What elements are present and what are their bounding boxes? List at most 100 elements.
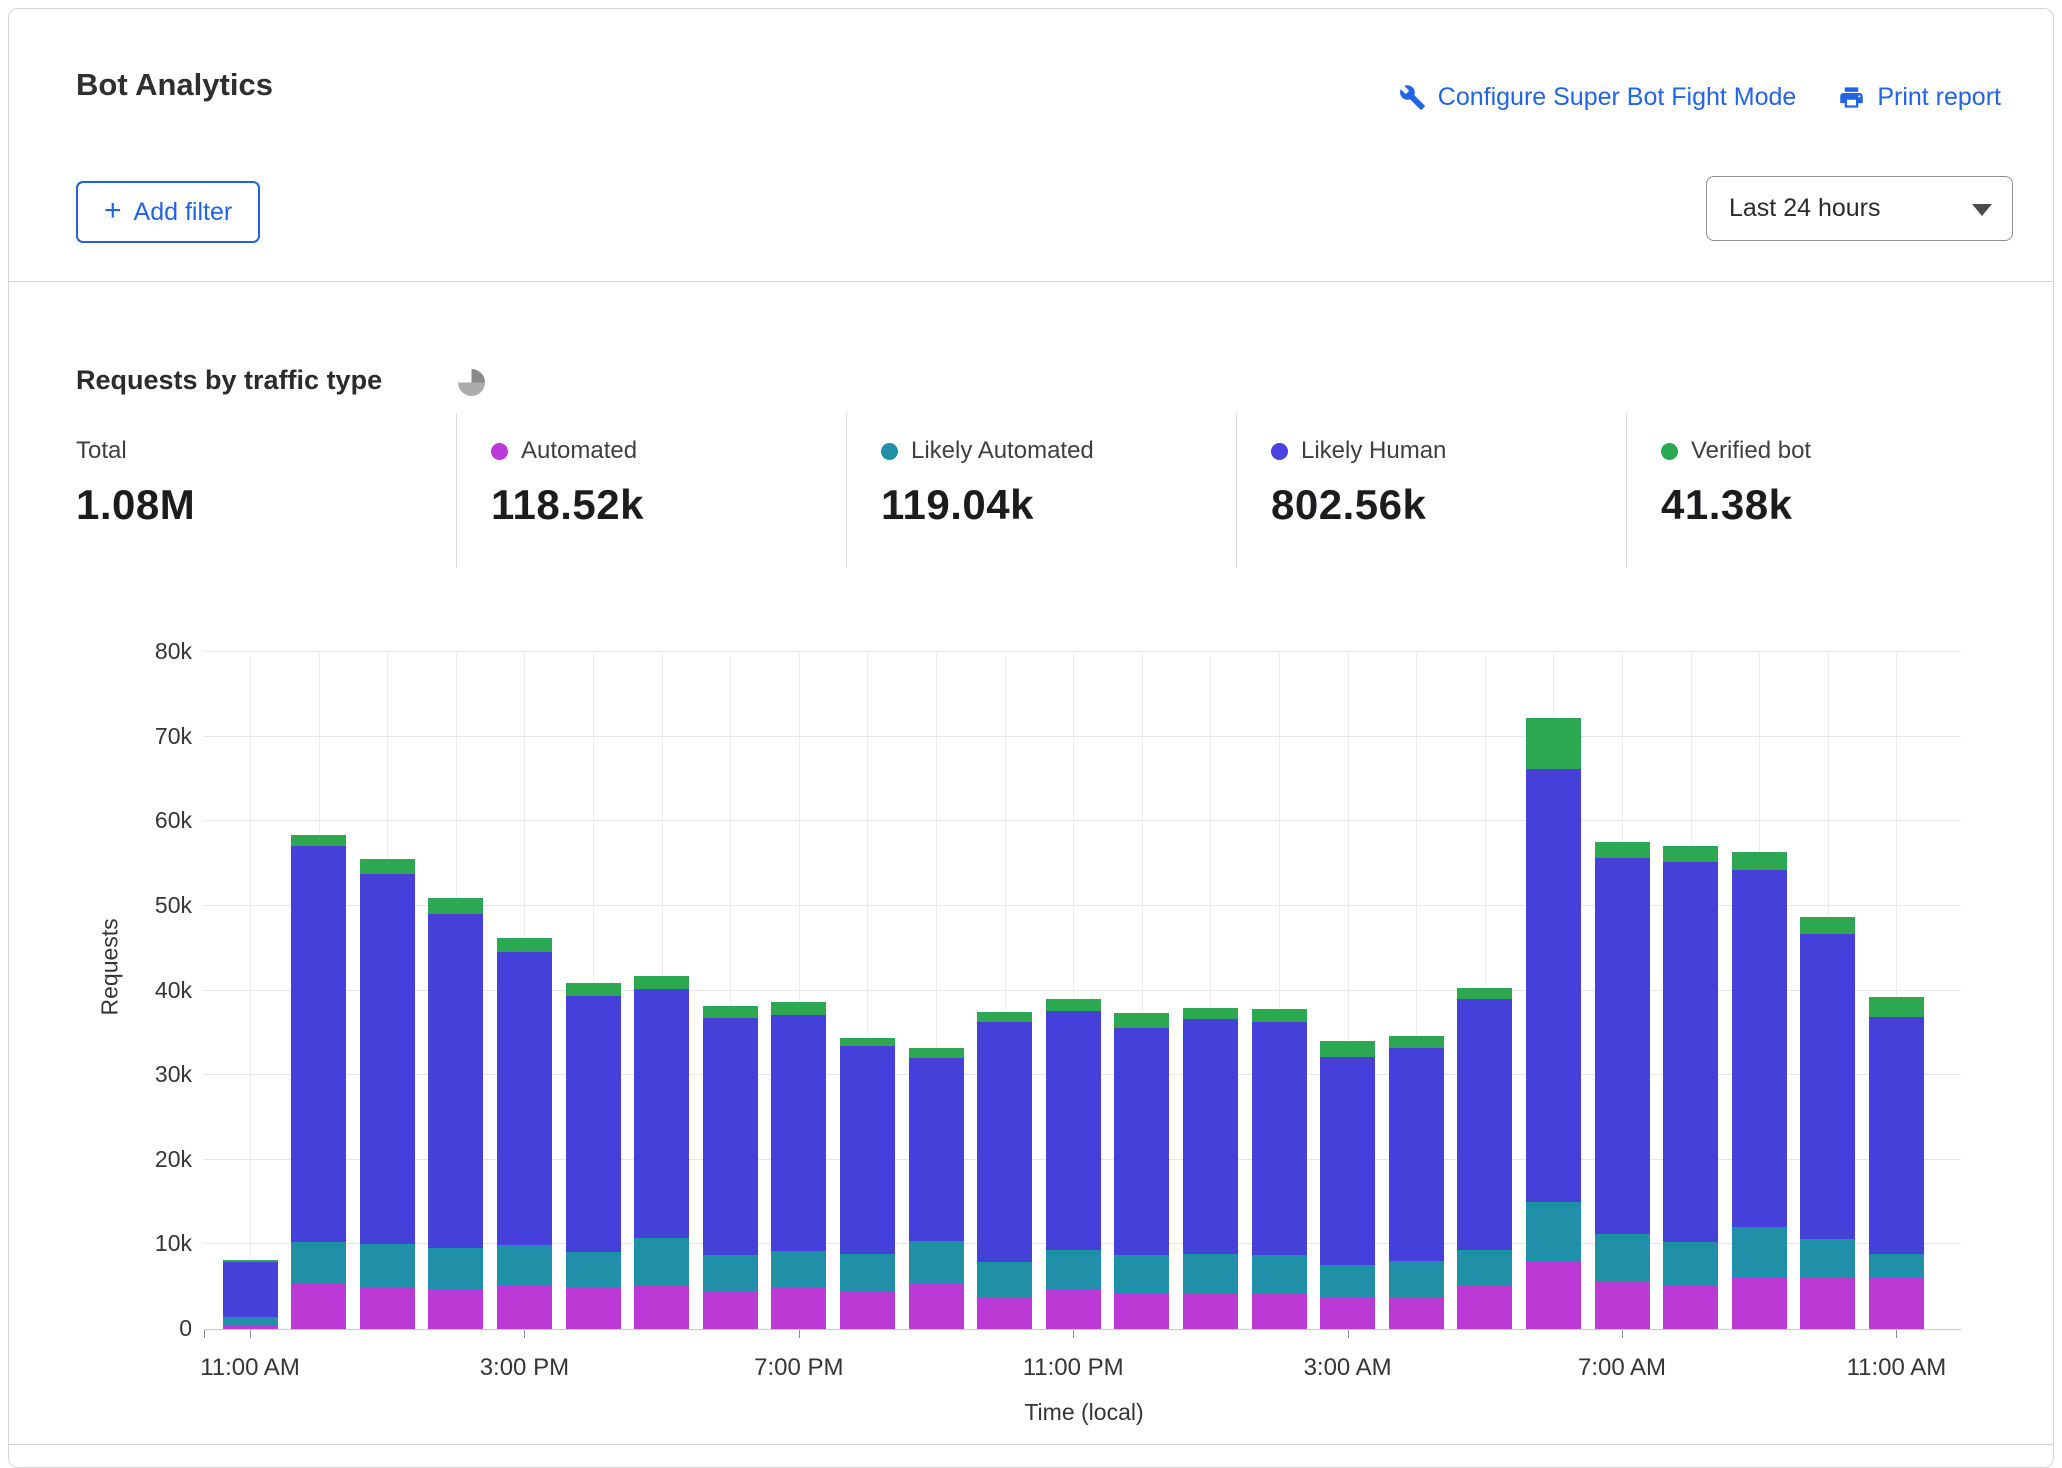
bar-segment-automated[interactable] bbox=[1114, 1293, 1169, 1329]
stat-likely-automated[interactable]: Likely Automated 119.04k bbox=[881, 437, 1251, 529]
bar-segment-automated[interactable] bbox=[1595, 1282, 1650, 1329]
bar-segment-verified-bot[interactable] bbox=[360, 859, 415, 873]
bar-segment-automated[interactable] bbox=[1389, 1298, 1444, 1329]
bar-segment-verified-bot[interactable] bbox=[977, 1012, 1032, 1022]
bar-segment-likely-automated[interactable] bbox=[703, 1255, 758, 1291]
bar-segment-likely-human[interactable] bbox=[428, 914, 483, 1247]
bar-segment-likely-human[interactable] bbox=[977, 1022, 1032, 1262]
bar-segment-automated[interactable] bbox=[1183, 1294, 1238, 1329]
bar-segment-likely-human[interactable] bbox=[1526, 769, 1581, 1202]
bar-segment-likely-human[interactable] bbox=[291, 846, 346, 1242]
bar-segment-verified-bot[interactable] bbox=[566, 983, 621, 996]
bar-segment-likely-human[interactable] bbox=[497, 952, 552, 1246]
bar-segment-automated[interactable] bbox=[1046, 1289, 1101, 1329]
bar-segment-automated[interactable] bbox=[703, 1291, 758, 1329]
bar-segment-verified-bot[interactable] bbox=[634, 976, 689, 989]
bar-segment-likely-automated[interactable] bbox=[1389, 1261, 1444, 1297]
bar-segment-likely-automated[interactable] bbox=[977, 1262, 1032, 1298]
bar-segment-verified-bot[interactable] bbox=[1595, 842, 1650, 858]
configure-super-bot-fight-mode-link[interactable]: Configure Super Bot Fight Mode bbox=[1399, 83, 1797, 112]
bar-segment-verified-bot[interactable] bbox=[1389, 1036, 1444, 1048]
bar-segment-verified-bot[interactable] bbox=[1320, 1041, 1375, 1057]
print-report-link[interactable]: Print report bbox=[1838, 83, 2001, 112]
bar-segment-likely-automated[interactable] bbox=[771, 1251, 826, 1287]
bar-segment-likely-automated[interactable] bbox=[1252, 1255, 1307, 1293]
bar-segment-likely-human[interactable] bbox=[1389, 1048, 1444, 1261]
bar-segment-verified-bot[interactable] bbox=[1457, 988, 1512, 999]
bar-segment-verified-bot[interactable] bbox=[703, 1006, 758, 1019]
bar-segment-likely-human[interactable] bbox=[1320, 1057, 1375, 1264]
bar-segment-verified-bot[interactable] bbox=[497, 938, 552, 952]
bar-segment-automated[interactable] bbox=[909, 1283, 964, 1329]
bar-segment-automated[interactable] bbox=[840, 1291, 895, 1329]
bar-segment-likely-automated[interactable] bbox=[1183, 1254, 1238, 1295]
bar-segment-automated[interactable] bbox=[1800, 1278, 1855, 1329]
bar-segment-likely-automated[interactable] bbox=[291, 1242, 346, 1284]
bar-segment-likely-human[interactable] bbox=[1869, 1017, 1924, 1254]
bar-segment-verified-bot[interactable] bbox=[909, 1048, 964, 1058]
bar-segment-likely-human[interactable] bbox=[1114, 1028, 1169, 1256]
bar-segment-automated[interactable] bbox=[291, 1284, 346, 1329]
bar-segment-likely-automated[interactable] bbox=[1457, 1250, 1512, 1286]
bar-segment-likely-automated[interactable] bbox=[1595, 1234, 1650, 1281]
bar-segment-likely-human[interactable] bbox=[1732, 870, 1787, 1227]
bar-segment-verified-bot[interactable] bbox=[1526, 718, 1581, 769]
bar-segment-automated[interactable] bbox=[1320, 1297, 1375, 1329]
bar-segment-likely-human[interactable] bbox=[1800, 934, 1855, 1240]
bar-segment-automated[interactable] bbox=[223, 1325, 278, 1329]
bar-segment-automated[interactable] bbox=[771, 1288, 826, 1330]
bar-segment-likely-human[interactable] bbox=[223, 1262, 278, 1317]
bar-segment-likely-automated[interactable] bbox=[428, 1248, 483, 1290]
bar-segment-automated[interactable] bbox=[566, 1288, 621, 1330]
bar-segment-automated[interactable] bbox=[1457, 1286, 1512, 1329]
bar-segment-likely-automated[interactable] bbox=[909, 1241, 964, 1283]
bar-segment-likely-automated[interactable] bbox=[1046, 1250, 1101, 1289]
bar-segment-likely-human[interactable] bbox=[1046, 1011, 1101, 1251]
bar-segment-likely-automated[interactable] bbox=[566, 1252, 621, 1288]
bar-segment-verified-bot[interactable] bbox=[840, 1038, 895, 1046]
bar-segment-verified-bot[interactable] bbox=[1869, 997, 1924, 1017]
bar-segment-automated[interactable] bbox=[1732, 1277, 1787, 1329]
bar-segment-likely-automated[interactable] bbox=[1663, 1242, 1718, 1285]
bar-segment-likely-automated[interactable] bbox=[1869, 1254, 1924, 1278]
stat-automated[interactable]: Automated 118.52k bbox=[491, 437, 861, 529]
bar-segment-verified-bot[interactable] bbox=[771, 1002, 826, 1015]
bar-segment-likely-human[interactable] bbox=[771, 1015, 826, 1251]
bar-segment-automated[interactable] bbox=[428, 1289, 483, 1329]
bar-segment-likely-automated[interactable] bbox=[634, 1238, 689, 1286]
bar-segment-verified-bot[interactable] bbox=[291, 835, 346, 846]
bar-segment-verified-bot[interactable] bbox=[1114, 1013, 1169, 1027]
bar-segment-likely-human[interactable] bbox=[703, 1018, 758, 1254]
bar-segment-likely-human[interactable] bbox=[1183, 1019, 1238, 1253]
bar-segment-verified-bot[interactable] bbox=[1800, 917, 1855, 934]
bar-segment-likely-human[interactable] bbox=[566, 996, 621, 1252]
bar-segment-verified-bot[interactable] bbox=[1732, 852, 1787, 870]
bar-segment-likely-human[interactable] bbox=[840, 1046, 895, 1254]
bar-segment-likely-human[interactable] bbox=[634, 989, 689, 1238]
bar-segment-automated[interactable] bbox=[1869, 1277, 1924, 1329]
bar-segment-automated[interactable] bbox=[1663, 1285, 1718, 1329]
bar-segment-verified-bot[interactable] bbox=[428, 898, 483, 914]
stat-verified-bot[interactable]: Verified bot 41.38k bbox=[1661, 437, 2031, 529]
bar-segment-likely-human[interactable] bbox=[909, 1058, 964, 1241]
bar-segment-likely-automated[interactable] bbox=[223, 1317, 278, 1325]
bar-segment-automated[interactable] bbox=[360, 1288, 415, 1330]
stat-likely-human[interactable]: Likely Human 802.56k bbox=[1271, 437, 1641, 529]
bar-segment-verified-bot[interactable] bbox=[1252, 1009, 1307, 1022]
bar-segment-likely-automated[interactable] bbox=[1732, 1227, 1787, 1278]
bar-segment-automated[interactable] bbox=[1526, 1261, 1581, 1329]
bar-segment-likely-human[interactable] bbox=[1595, 858, 1650, 1235]
bar-segment-likely-human[interactable] bbox=[1663, 862, 1718, 1242]
add-filter-button[interactable]: + Add filter bbox=[76, 181, 260, 243]
bar-segment-verified-bot[interactable] bbox=[1663, 846, 1718, 862]
bar-segment-verified-bot[interactable] bbox=[223, 1260, 278, 1262]
bar-segment-likely-automated[interactable] bbox=[1114, 1255, 1169, 1292]
bar-segment-likely-automated[interactable] bbox=[1526, 1202, 1581, 1261]
bar-segment-automated[interactable] bbox=[977, 1298, 1032, 1329]
bar-segment-likely-human[interactable] bbox=[1457, 999, 1512, 1250]
bar-segment-likely-automated[interactable] bbox=[1800, 1239, 1855, 1278]
bar-segment-automated[interactable] bbox=[1252, 1294, 1307, 1330]
bar-segment-likely-automated[interactable] bbox=[360, 1244, 415, 1287]
bar-segment-likely-human[interactable] bbox=[360, 874, 415, 1245]
time-range-select[interactable]: Last 24 hours bbox=[1706, 176, 2013, 241]
